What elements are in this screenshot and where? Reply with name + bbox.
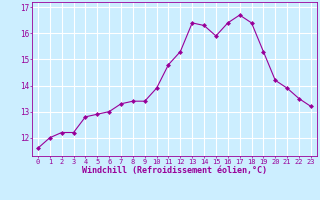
X-axis label: Windchill (Refroidissement éolien,°C): Windchill (Refroidissement éolien,°C) <box>82 166 267 175</box>
